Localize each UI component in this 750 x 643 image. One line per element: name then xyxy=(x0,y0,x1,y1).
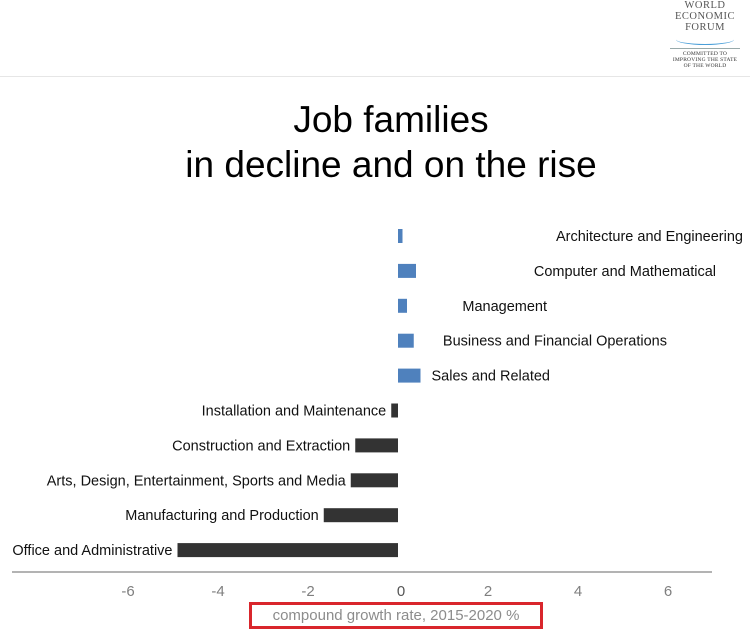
logo-divider xyxy=(670,48,740,49)
category-label-2: Computer and Mathematical xyxy=(534,264,716,280)
category-label-10: Office and Administrative xyxy=(12,543,172,559)
chart-title-line-2: in decline and on the rise xyxy=(185,144,597,185)
bar-7 xyxy=(355,438,398,453)
logo-tagline-3: OF THE WORLD xyxy=(683,63,727,69)
category-label-9: Manufacturing and Production xyxy=(125,508,318,524)
bar-1 xyxy=(398,229,403,243)
logo-line-3: FORUM xyxy=(685,22,725,33)
chart-title-line-1: Job families xyxy=(293,99,489,140)
x-tick-label-2: -4 xyxy=(211,583,224,600)
logo-tagline-2: IMPROVING THE STATE xyxy=(672,57,738,63)
logo-tagline-1: COMMITTED TO xyxy=(682,51,728,57)
category-label-1: Architecture and Engineering xyxy=(556,229,743,245)
x-tick-label-3: -2 xyxy=(301,583,314,600)
header-band xyxy=(0,0,750,77)
bar-6 xyxy=(391,403,398,418)
category-label-4: Business and Financial Operations xyxy=(443,334,667,350)
bar-4 xyxy=(398,333,414,348)
category-label-6: Installation and Maintenance xyxy=(202,404,387,420)
logo-arc-icon xyxy=(676,34,734,45)
x-tick-label-1: -6 xyxy=(121,583,134,600)
x-axis-label: compound growth rate, 2015-2020 % xyxy=(249,602,543,629)
category-label-7: Construction and Extraction xyxy=(172,438,350,454)
category-label-3: Management xyxy=(462,299,547,315)
logo-line-1: WORLD xyxy=(684,0,726,11)
x-tick-label-5: 2 xyxy=(484,583,492,600)
logo-line-2: ECONOMIC xyxy=(674,11,735,22)
x-tick-label-7: 6 xyxy=(664,583,672,600)
bar-8 xyxy=(350,473,398,488)
x-tick-label-6: 4 xyxy=(574,583,582,600)
bar-2 xyxy=(398,263,416,278)
bar-5 xyxy=(398,368,421,383)
chart-title: Job families in decline and on the rise xyxy=(0,97,750,187)
bar-3 xyxy=(398,298,407,313)
wef-logo: WORLD ECONOMIC FORUM COMMITTED TO IMPROV… xyxy=(664,0,746,74)
category-label-8: Arts, Design, Entertainment, Sports and … xyxy=(47,473,347,489)
category-label-5: Sales and Related xyxy=(432,369,551,385)
x-tick-label-4: 0 xyxy=(397,583,405,600)
bar-9 xyxy=(323,508,398,523)
bar-10 xyxy=(177,543,398,558)
